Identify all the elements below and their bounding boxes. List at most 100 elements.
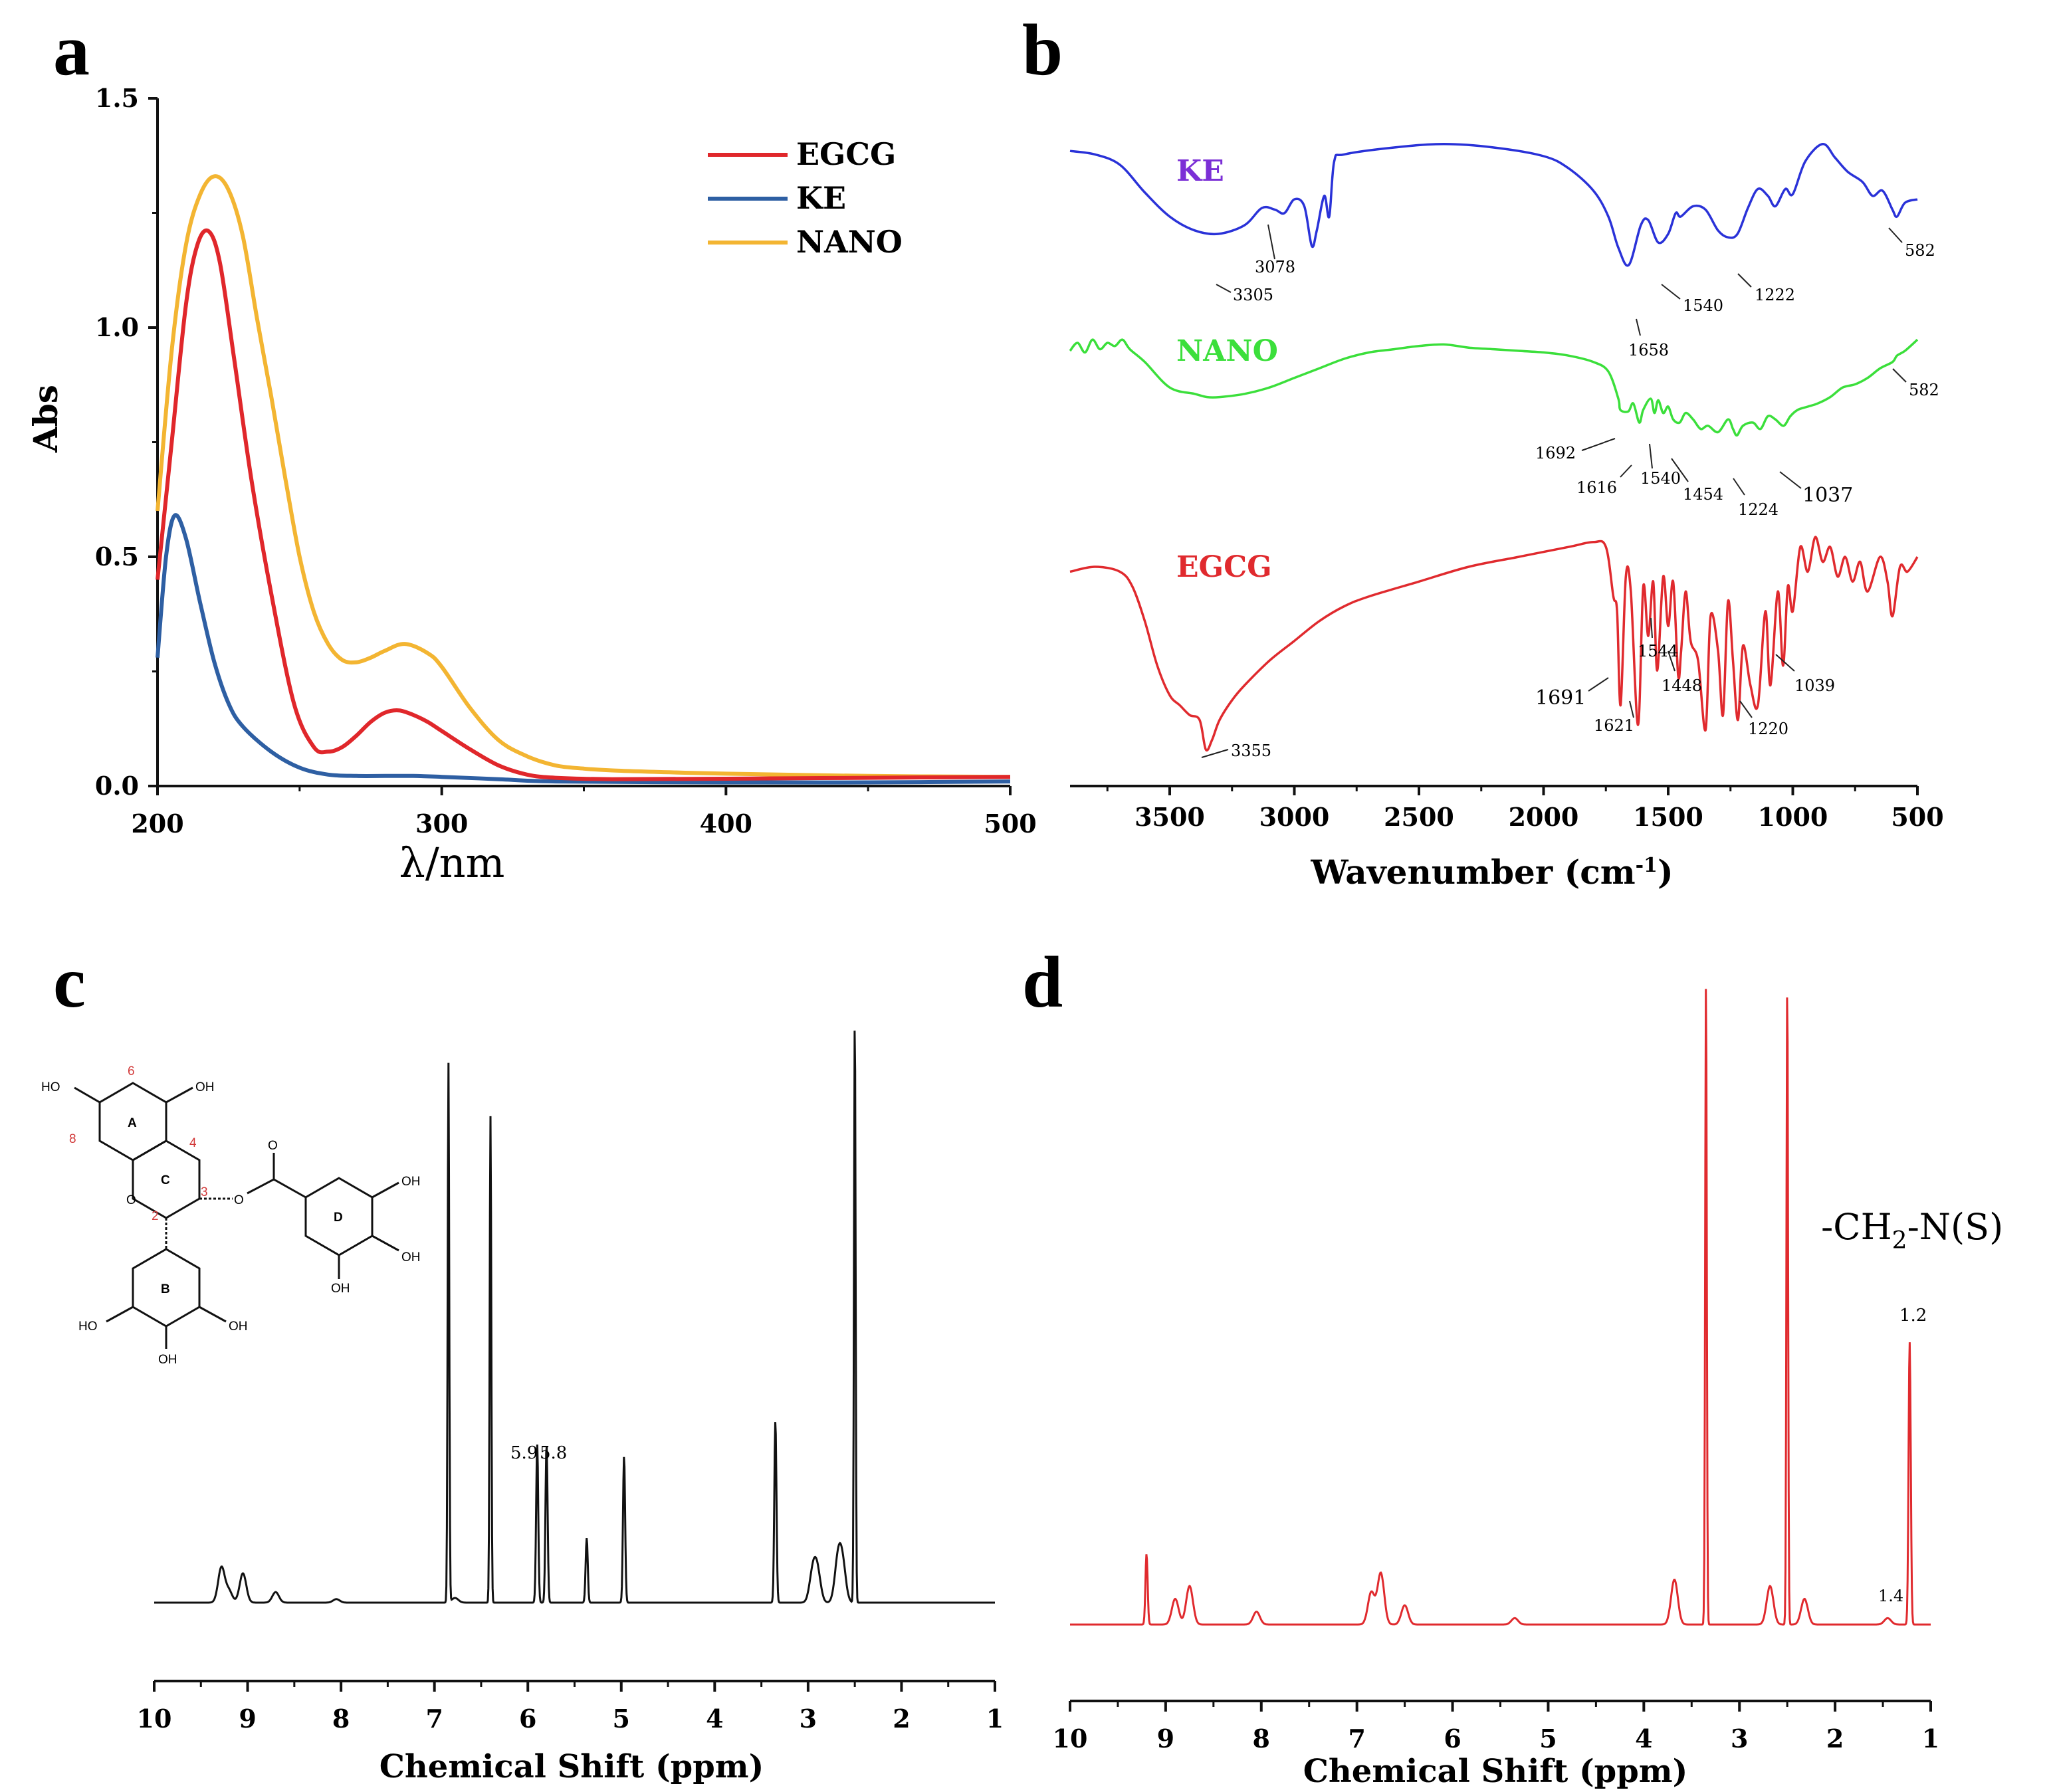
atom-label: HO (78, 1320, 98, 1334)
ann-ke-1540: 1540 (1683, 296, 1723, 315)
atom-label: OH (331, 1282, 350, 1296)
d-peak-label-1.4: 1.4 (1878, 1587, 1903, 1605)
panel-letter-c: c (53, 942, 86, 1023)
a-series-nano (156, 174, 1011, 779)
b-xlabel-sup: -1 (1636, 854, 1658, 877)
panel-a: a Abs λ/nm 200 300 400 500 0.0 0.5 1.0 1.5 EGCG… (26, 9, 1037, 887)
ring-label-a: A (128, 1116, 137, 1130)
panel-letter-a: a (53, 9, 90, 90)
ann-line (1888, 227, 1903, 243)
bond (372, 1181, 399, 1199)
panel-letter-b: b (1022, 9, 1063, 90)
ann-ke-1222: 1222 (1755, 286, 1795, 304)
legend-label-egcg: EGCG (796, 136, 896, 172)
d-ann-rest: -N(S) (1907, 1206, 2004, 1248)
b-trace-label-ke: KE (1176, 154, 1224, 188)
a-xlabel: λ/nm (399, 839, 505, 887)
b-series-nano (1069, 338, 1919, 437)
b-x-tick-label: 1500 (1633, 802, 1703, 832)
ann-ke-3305: 3305 (1233, 286, 1273, 304)
a-legend: EGCG KE NANO (708, 136, 903, 260)
b-x-tick-label: 3500 (1134, 802, 1205, 832)
ann-egcg-1544: 1544 (1638, 642, 1678, 660)
ann-nano-1540: 1540 (1640, 469, 1681, 488)
b-x-tick-label: 2000 (1509, 802, 1579, 832)
d-peak-label-1.2: 1.2 (1899, 1306, 1927, 1326)
position-number-4: 4 (189, 1136, 197, 1150)
ann-egcg-1220: 1220 (1748, 720, 1788, 738)
atom-label: O (268, 1139, 278, 1153)
b-x-tick-label: 500 (1891, 802, 1943, 832)
b-annotations: 3305 3078 1658 1540 1222 582 1692 1616 1… (1201, 224, 1939, 760)
c-x-tick-label: 5 (613, 1704, 630, 1734)
c-spectrum (154, 1031, 995, 1604)
ann-line (1892, 368, 1907, 383)
a-x-tick-label: 300 (415, 809, 468, 839)
ann-line (1201, 749, 1229, 758)
a-axes: 200 300 400 500 0.0 0.5 1.0 1.5 (95, 83, 1037, 839)
position-number-3: 3 (201, 1185, 208, 1199)
ann-nano-1454: 1454 (1683, 485, 1723, 504)
b-series-egcg (1069, 536, 1919, 752)
legend-label-ke: KE (796, 180, 846, 216)
bond-o-c (247, 1178, 274, 1195)
ann-line (1636, 318, 1641, 336)
panel-d: d 10 9 8 7 6 5 4 3 2 1 1.4 1.2 -CH2-N(S) Chemical… (1022, 942, 2003, 1790)
bond (106, 1306, 134, 1323)
ring-label-b: B (161, 1282, 170, 1296)
ann-line (1649, 443, 1653, 469)
b-lines (1069, 143, 1919, 752)
ann-egcg-1691: 1691 (1535, 686, 1586, 710)
d-x-tick-label: 9 (1157, 1724, 1174, 1753)
ann-line (1779, 471, 1802, 489)
c-x-tick-label: 8 (332, 1704, 350, 1734)
a-y-tick-label: 1.5 (95, 83, 139, 113)
a-x-tick-label: 500 (984, 809, 1036, 839)
ann-egcg-1039: 1039 (1794, 676, 1835, 695)
bond (165, 1086, 193, 1104)
position-number-8: 8 (69, 1132, 76, 1146)
d-spectrum (1070, 989, 1931, 1626)
d-x-tick-label: 8 (1253, 1724, 1270, 1753)
position-number-2: 2 (152, 1209, 159, 1223)
ann-line (1216, 284, 1232, 293)
ring-label-d: D (334, 1211, 343, 1225)
egcg-structure (74, 1082, 399, 1349)
bond (372, 1235, 399, 1252)
c-x-tick-label: 6 (519, 1704, 536, 1734)
ann-line (1620, 464, 1632, 478)
atom-label: OH (401, 1175, 421, 1189)
d-x-tick-label: 3 (1731, 1724, 1748, 1753)
d-x-tick-label: 2 (1826, 1724, 1844, 1753)
bond (74, 1086, 100, 1104)
d-xlabel: Chemical Shift (ppm) (1303, 1753, 1688, 1790)
b-series-ke (1069, 143, 1918, 267)
ann-nano-1692: 1692 (1535, 444, 1576, 462)
ann-nano-582: 582 (1909, 381, 1939, 399)
ann-line (1775, 654, 1795, 672)
c-x-tick-label: 10 (137, 1704, 172, 1734)
a-lines (156, 174, 1011, 785)
ann-line (1733, 478, 1745, 496)
atom-label: HO (41, 1080, 60, 1094)
d-x-tick-label: 1 (1922, 1724, 1939, 1753)
a-x-tick-label: 200 (131, 809, 183, 839)
ann-nano-1224: 1224 (1738, 500, 1779, 519)
atom-label: O (234, 1193, 244, 1207)
a-x-tick-label: 400 (700, 809, 752, 839)
b-x-tick-label: 2500 (1384, 802, 1454, 832)
a-y-tick-label: 0.0 (95, 771, 139, 801)
d-x-tick-label: 5 (1539, 1724, 1557, 1753)
b-xlabel-close: ) (1658, 852, 1673, 892)
b-xlabel-main: Wavenumber (cm (1310, 852, 1635, 892)
atom-label: OH (401, 1250, 421, 1264)
c-peak-label-5.9: 5.9 (510, 1443, 538, 1463)
ann-ke-3078: 3078 (1255, 258, 1295, 276)
ann-line (1671, 458, 1689, 482)
d-x-tick-label: 7 (1348, 1724, 1365, 1753)
d-x-tick-label: 10 (1053, 1724, 1088, 1753)
c-x-tick-label: 9 (239, 1704, 256, 1734)
d-axes: 10 9 8 7 6 5 4 3 2 1 (1053, 1700, 1939, 1753)
ann-line (1629, 700, 1634, 718)
bond-c-ring (273, 1178, 306, 1199)
